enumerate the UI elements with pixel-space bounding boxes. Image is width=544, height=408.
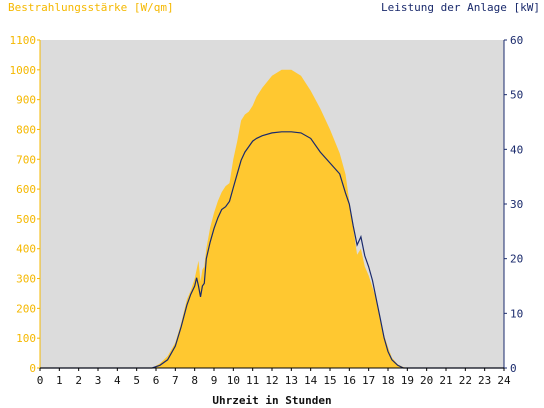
irradiance-area bbox=[152, 69, 412, 369]
x-tick-label: 7 bbox=[172, 374, 179, 387]
left-tick-label: 600 bbox=[16, 183, 36, 196]
x-tick-label: 20 bbox=[420, 374, 433, 387]
right-tick-label: 50 bbox=[510, 89, 523, 102]
x-tick-label: 24 bbox=[497, 374, 511, 387]
x-tick-label: 1 bbox=[56, 374, 63, 387]
right-tick-label: 30 bbox=[510, 198, 523, 211]
x-tick-label: 3 bbox=[95, 374, 102, 387]
x-tick-label: 22 bbox=[459, 374, 472, 387]
x-axis-title: Uhrzeit in Stunden bbox=[212, 394, 332, 407]
left-tick-label: 900 bbox=[16, 94, 36, 107]
x-tick-label: 2 bbox=[75, 374, 82, 387]
x-tick-label: 5 bbox=[133, 374, 140, 387]
left-tick-label: 700 bbox=[16, 153, 36, 166]
right-tick-labels: 0 10 20 30 40 50 60 bbox=[504, 34, 523, 375]
x-tick-label: 11 bbox=[246, 374, 259, 387]
right-axis-title: Leistung der Anlage [kW] bbox=[381, 1, 540, 14]
x-tick-label: 15 bbox=[323, 374, 336, 387]
left-tick-label: 800 bbox=[16, 123, 36, 136]
right-tick-label: 40 bbox=[510, 143, 523, 156]
right-tick-label: 20 bbox=[510, 253, 523, 266]
x-tick-label: 12 bbox=[265, 374, 278, 387]
left-tick-label: 100 bbox=[16, 332, 36, 345]
x-tick-label: 9 bbox=[211, 374, 218, 387]
x-tick-label: 23 bbox=[478, 374, 491, 387]
x-tick-labels: 0 1 2 3 4 5 6 7 8 9 10 11 12 13 14 15 16 17 18 19 20 21 22 23 24 bbox=[37, 368, 511, 387]
left-tick-label: 300 bbox=[16, 273, 36, 286]
left-tick-label: 200 bbox=[16, 302, 36, 315]
left-tick-label: 0 bbox=[29, 362, 36, 375]
x-tick-label: 4 bbox=[114, 374, 121, 387]
right-tick-label: 0 bbox=[510, 362, 517, 375]
x-tick-label: 16 bbox=[343, 374, 356, 387]
x-tick-label: 8 bbox=[191, 374, 198, 387]
left-axis-title: Bestrahlungsstärke [W/qm] bbox=[8, 1, 174, 14]
right-tick-label: 60 bbox=[510, 34, 523, 47]
x-tick-label: 13 bbox=[285, 374, 298, 387]
x-tick-label: 6 bbox=[153, 374, 160, 387]
left-tick-label: 400 bbox=[16, 243, 36, 256]
right-tick-label: 10 bbox=[510, 307, 523, 320]
x-tick-label: 19 bbox=[401, 374, 414, 387]
left-tick-label: 1000 bbox=[10, 64, 37, 77]
power-line bbox=[40, 131, 504, 369]
left-tick-label: 500 bbox=[16, 213, 36, 226]
x-tick-label: 21 bbox=[439, 374, 452, 387]
x-tick-label: 18 bbox=[381, 374, 394, 387]
left-tick-label: 1100 bbox=[10, 34, 37, 47]
x-tick-label: 10 bbox=[227, 374, 240, 387]
left-tick-labels: 0 100 200 300 400 500 600 700 800 900 1000 1100 bbox=[10, 34, 40, 375]
x-tick-label: 0 bbox=[37, 374, 44, 387]
x-tick-label: 14 bbox=[304, 374, 318, 387]
x-tick-label: 17 bbox=[362, 374, 375, 387]
